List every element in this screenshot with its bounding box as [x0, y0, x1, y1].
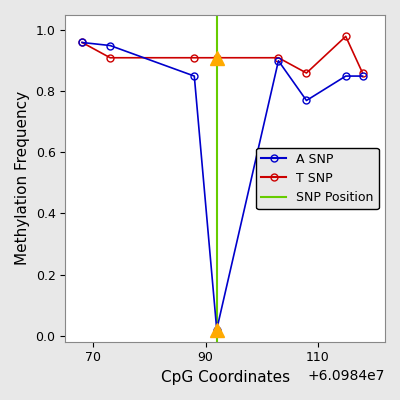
Y-axis label: Methylation Frequency: Methylation Frequency [15, 91, 30, 266]
Legend: A SNP, T SNP, SNP Position: A SNP, T SNP, SNP Position [256, 148, 379, 209]
X-axis label: CpG Coordinates: CpG Coordinates [160, 370, 290, 385]
